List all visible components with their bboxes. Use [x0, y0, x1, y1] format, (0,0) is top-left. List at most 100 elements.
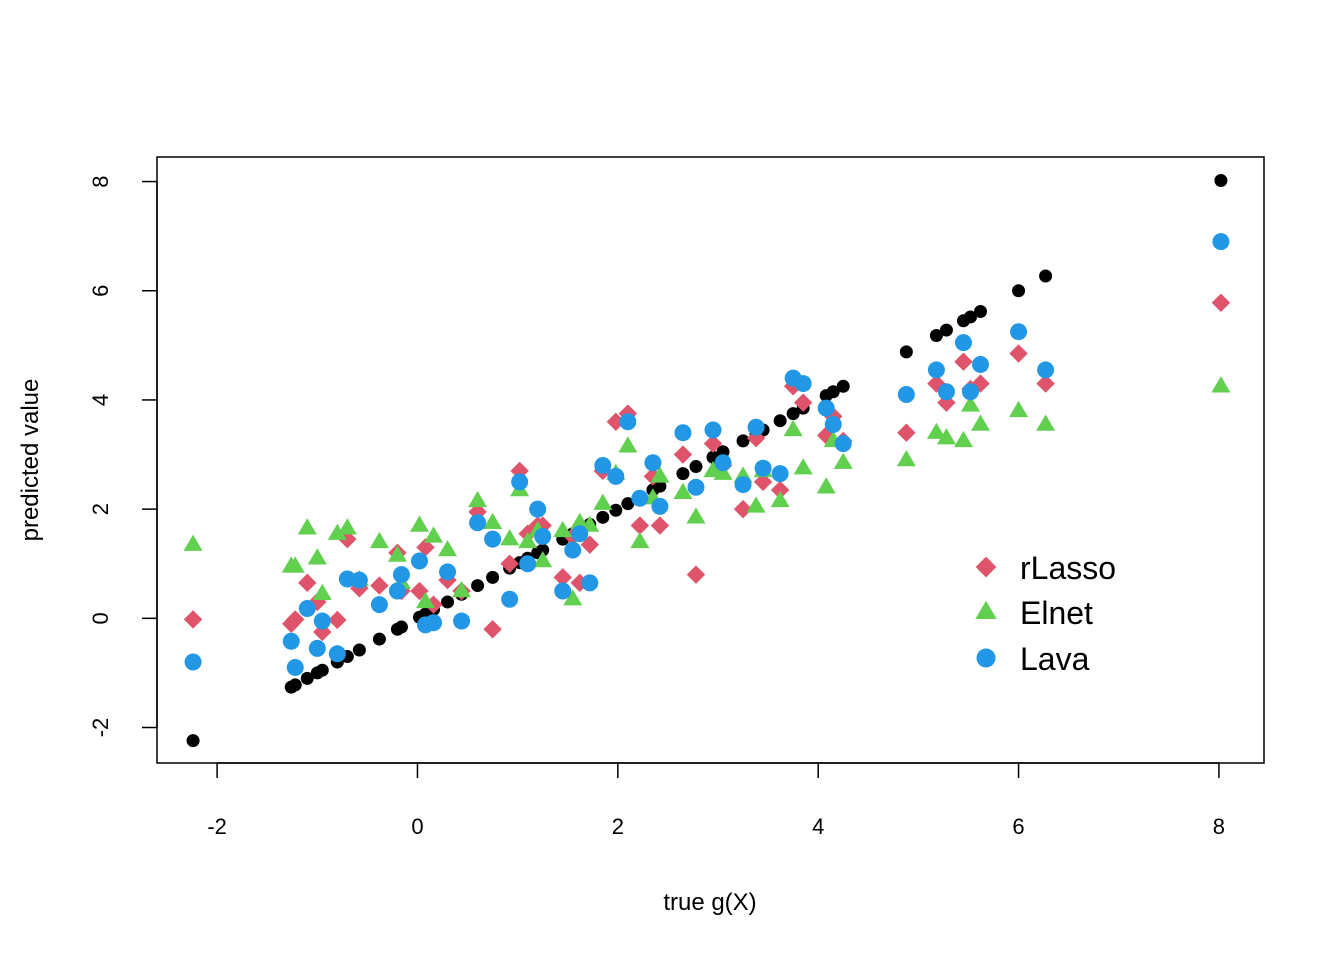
elnet-point [307, 548, 327, 565]
lava-point [619, 413, 637, 431]
true-value-point [899, 345, 913, 359]
x-tick-label: 8 [1213, 814, 1225, 839]
legend-marker-elnet [975, 600, 997, 619]
elnet-point [285, 556, 305, 573]
lava-point [971, 355, 989, 373]
lava-point [687, 478, 705, 496]
rlasso-point [553, 568, 572, 587]
lava-point [834, 435, 852, 453]
true-value-point [653, 479, 667, 493]
lava-point [1212, 233, 1230, 251]
y-tick-label: -2 [88, 718, 113, 738]
rlasso-point [753, 472, 773, 492]
elnet-point [533, 551, 553, 568]
lava-point [424, 614, 442, 632]
x-axis-title: true g(X) [663, 889, 756, 916]
elnet-point [926, 422, 946, 439]
rlasso-point [500, 554, 519, 573]
legend-lava-symbol [976, 648, 996, 668]
lava-point [651, 497, 669, 515]
true-value-point [536, 543, 550, 557]
rlasso-point [298, 573, 317, 593]
true-value-point [372, 632, 386, 646]
rlasso-point [416, 538, 435, 557]
elnet-point [816, 477, 836, 494]
rlasso-point [1009, 344, 1028, 363]
rlasso-point [510, 461, 529, 481]
lava-point [308, 639, 326, 657]
rlasso-point [630, 516, 650, 535]
rlasso-point [286, 610, 305, 629]
y-tick-label: 2 [88, 503, 113, 515]
true-value-point [300, 671, 314, 685]
lava-point [674, 424, 692, 442]
elnet-point [770, 490, 790, 508]
data-points [183, 173, 1231, 748]
elnet-point [415, 591, 435, 609]
legend-marker-lava [976, 648, 996, 668]
elnet-point [387, 545, 407, 562]
elnet-point [783, 419, 803, 437]
x-tick-label: 6 [1012, 814, 1024, 839]
true-value-point [773, 414, 787, 428]
rlasso-point [954, 352, 973, 371]
true-value-point [929, 329, 943, 343]
rlasso-point [183, 610, 203, 629]
lava-point [469, 514, 487, 532]
lava-point [501, 590, 519, 608]
true-value-point [352, 643, 366, 657]
lava-point [392, 566, 410, 584]
lava-point [453, 612, 471, 630]
rlasso-point [606, 412, 626, 431]
elnet-point [183, 534, 203, 551]
true-value-point [186, 734, 200, 748]
true-value-point [1039, 269, 1053, 283]
legend-elnet-symbol [975, 600, 997, 619]
elnet-point [713, 463, 733, 480]
y-tick-label: 6 [88, 285, 113, 297]
rlasso-point [817, 426, 836, 445]
y-tick-label: 0 [88, 612, 113, 624]
lava-point [350, 571, 368, 589]
elnet-point [1036, 414, 1056, 431]
elnet-point [337, 518, 357, 535]
rlasso-point [897, 423, 916, 442]
true-value-point [786, 407, 800, 421]
legend-label-elnet: Elnet [1020, 595, 1093, 631]
lava-point [370, 596, 388, 614]
elnet-point [500, 529, 520, 546]
elnet-point [970, 414, 990, 431]
elnet-point [936, 428, 956, 445]
lava-point [794, 375, 812, 393]
elnet-point [896, 450, 916, 467]
rlasso-point [533, 516, 552, 535]
rlasso-point [370, 576, 389, 595]
lava-point [519, 555, 537, 573]
lava-point [581, 574, 599, 592]
lava-point [388, 582, 406, 600]
lava-point [734, 476, 752, 494]
elnet-point [833, 452, 853, 469]
rlasso-point [650, 516, 670, 535]
lava-point [771, 465, 789, 483]
elnet-point [563, 589, 583, 606]
true-value-point [609, 503, 623, 517]
rlasso-point [1036, 374, 1055, 393]
elnet-point [618, 436, 638, 453]
true-value-point [736, 434, 750, 448]
elnet-point [452, 581, 472, 598]
elnet-point [593, 493, 613, 510]
rlasso-point [686, 565, 706, 584]
rlasso-point [733, 499, 753, 519]
x-tick-label: 0 [411, 814, 423, 839]
rlasso-point [1211, 293, 1231, 312]
true-value-point [288, 678, 302, 692]
true-value-point [441, 595, 455, 609]
lava-point [937, 383, 955, 401]
legend-label-rlasso: rLasso [1020, 550, 1116, 586]
elnet-point [673, 482, 693, 499]
lava-point [554, 582, 572, 600]
series-elnet [183, 376, 1231, 609]
elnet-point [468, 490, 488, 508]
